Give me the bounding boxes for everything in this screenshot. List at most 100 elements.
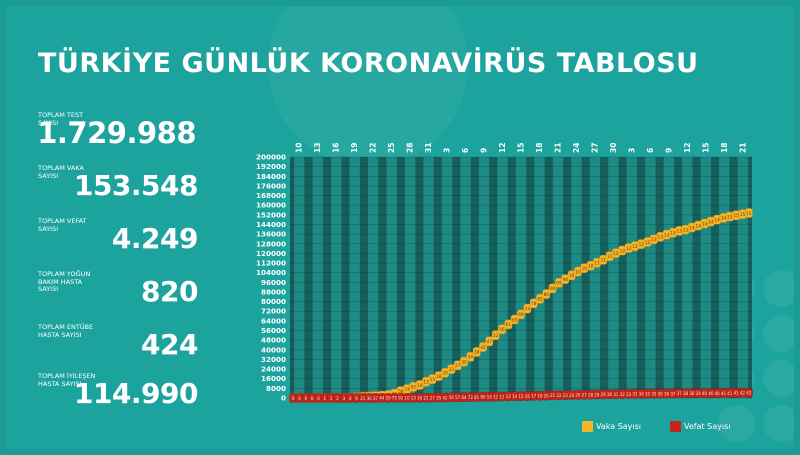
data-label: 15 — [740, 212, 746, 217]
grid-column — [626, 157, 638, 398]
data-label: 4 — [349, 396, 352, 401]
data-label: 38 — [474, 350, 480, 355]
data-label: 22 — [556, 393, 562, 398]
data-label: 14 — [512, 394, 518, 399]
data-label: 30 — [461, 359, 467, 364]
grid-column — [552, 157, 564, 398]
data-label: 61 — [506, 322, 512, 327]
data-label: 12 — [506, 394, 512, 399]
y-tick-label: 72000 — [261, 307, 286, 316]
grid-column — [571, 157, 582, 398]
data-label: 15 — [518, 394, 524, 399]
data-label: 21 — [360, 396, 366, 401]
data-point — [536, 294, 544, 304]
y-tick-label: 176000 — [256, 181, 286, 190]
data-label: 40 — [715, 391, 721, 396]
data-label: 11 — [499, 394, 505, 399]
data-label: 10 — [487, 395, 493, 400]
x-tick-label: 10 — [295, 143, 304, 153]
data-label: 42 — [740, 391, 746, 396]
grid-column — [331, 157, 342, 398]
data-label: 15 — [734, 213, 740, 218]
data-label: 95 — [556, 281, 562, 286]
data-label: 14 — [702, 221, 708, 226]
data-label: 3 — [342, 396, 345, 401]
data-label: 13 — [658, 235, 664, 240]
grid-column — [367, 157, 379, 398]
grid-column — [737, 157, 748, 398]
legend-item-cases: Vaka Sayısı — [582, 420, 662, 434]
page-title: TÜRKİYE GÜNLÜK KORONAVİRÜS TABLOSU — [38, 48, 699, 79]
x-tick-label: 21 — [738, 143, 747, 153]
data-label: 31 — [613, 392, 619, 397]
stat-label: Toplam Yoğun Bakım Hasta Sayısı — [38, 270, 91, 293]
data-label: 38 — [689, 391, 695, 396]
data-label: 15 — [430, 377, 436, 382]
data-point — [491, 330, 500, 340]
data-label: 34 — [468, 355, 474, 360]
y-tick-label: 88000 — [261, 287, 286, 296]
data-label: 13 — [664, 232, 670, 237]
x-tick-label: 21 — [553, 143, 562, 153]
stat-value: 153.548 — [73, 169, 199, 202]
data-label: 69 — [518, 312, 524, 317]
data-label: 12 — [632, 244, 638, 249]
data-label: 37 — [670, 391, 676, 396]
data-label: 64 — [461, 395, 467, 400]
y-tick-label: 0 — [281, 394, 286, 403]
data-label: 13 — [411, 396, 417, 401]
data-label: 75 — [392, 396, 398, 401]
data-label: 10 — [582, 266, 588, 271]
data-point — [466, 352, 475, 362]
x-tick-label: 16 — [332, 143, 341, 153]
data-label: 15 — [727, 214, 733, 219]
data-label: 26 — [575, 393, 581, 398]
grid-column — [460, 157, 471, 398]
data-label: 10 — [575, 269, 581, 274]
legend-swatch-deaths — [670, 421, 681, 432]
grid-column — [349, 157, 360, 398]
x-tick-label: 22 — [369, 143, 378, 153]
data-label: 36 — [658, 391, 664, 396]
x-tick-label: 28 — [406, 143, 415, 153]
data-point — [548, 283, 557, 294]
y-tick-label: 64000 — [261, 316, 286, 325]
y-tick-label: 200000 — [256, 153, 286, 162]
grid-column — [404, 157, 416, 398]
grid-column — [663, 157, 675, 398]
x-tick-label: 19 — [350, 143, 359, 153]
grid-column — [719, 157, 730, 398]
data-label: 41 — [727, 391, 733, 396]
x-tick-label: 18 — [720, 143, 729, 153]
x-tick-label: 18 — [535, 143, 544, 153]
y-tick-label: 128000 — [256, 239, 286, 248]
y-tick-label: 192000 — [256, 162, 286, 171]
data-label: 9 — [355, 396, 358, 401]
y-tick-label: 80000 — [261, 297, 286, 306]
data-label: 65 — [512, 317, 518, 322]
data-label: 14 — [715, 217, 721, 222]
stat-label: Toplam İyileşen Hasta Sayısı — [38, 372, 96, 388]
data-label: 92 — [398, 396, 404, 401]
data-label: 42 — [442, 395, 448, 400]
data-point — [542, 289, 551, 299]
y-tick-label: 48000 — [261, 336, 286, 345]
x-tick-label: 24 — [572, 143, 581, 153]
data-label: 0 — [304, 396, 307, 401]
x-tick-label: 9 — [480, 148, 489, 153]
grid-column — [682, 157, 693, 398]
data-label: 72 — [468, 395, 474, 400]
y-tick-label: 120000 — [256, 249, 286, 258]
data-label: 10 — [588, 264, 594, 269]
data-point — [523, 303, 532, 314]
y-tick-label: 152000 — [256, 210, 286, 219]
data-label: 90 — [480, 395, 486, 400]
data-label: 18 — [436, 374, 442, 379]
data-label: 52 — [493, 333, 499, 338]
data-label: 27 — [582, 393, 588, 398]
grid-column — [608, 157, 619, 398]
data-label: 35 — [651, 391, 657, 396]
data-label: 92 — [411, 385, 417, 390]
data-label: 56 — [398, 389, 404, 394]
data-label: 13 — [670, 231, 676, 236]
